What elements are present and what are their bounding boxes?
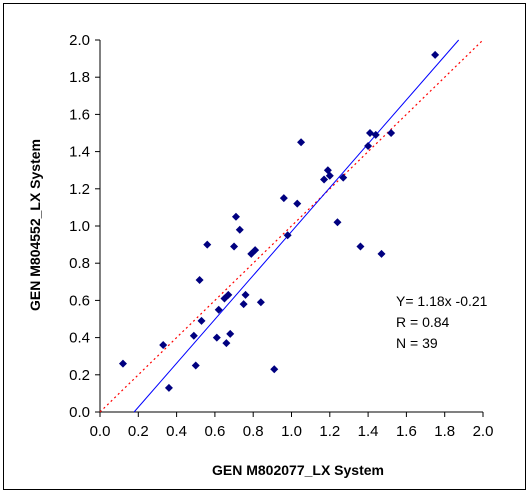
regression-line bbox=[133, 39, 460, 413]
data-point bbox=[256, 298, 265, 307]
y-tick-label: 1.2 bbox=[69, 181, 90, 198]
sample-count: N = 39 bbox=[396, 335, 438, 351]
y-tick-label: 0.2 bbox=[69, 367, 90, 384]
data-point bbox=[189, 331, 198, 340]
correlation-r: R = 0.84 bbox=[396, 314, 450, 330]
x-axis-ticks: 0.0 0.2 0.4 0.6 0.8 1.0 1.2 1.4 1.6 1.8 2.0 bbox=[90, 412, 494, 440]
regression-equation: Y= 1.18x -0.21 bbox=[396, 293, 488, 309]
data-point bbox=[387, 129, 396, 137]
y-tick-label: 1.8 bbox=[69, 69, 90, 86]
x-tick-label: 1.6 bbox=[396, 423, 417, 440]
identity-line bbox=[99, 39, 484, 413]
x-tick-label: 1.2 bbox=[319, 423, 340, 440]
y-tick-label: 0.4 bbox=[69, 330, 90, 347]
y-tick-label: 1.0 bbox=[69, 218, 90, 235]
data-point bbox=[297, 138, 306, 147]
y-tick-label: 1.4 bbox=[69, 144, 90, 161]
data-point bbox=[222, 339, 231, 348]
x-tick-label: 1.8 bbox=[434, 423, 455, 440]
data-point bbox=[224, 290, 233, 299]
data-point bbox=[230, 242, 239, 251]
chart-frame bbox=[3, 3, 526, 490]
x-tick-label: 0.4 bbox=[166, 423, 187, 440]
y-tick-label: 2.0 bbox=[69, 32, 90, 49]
data-point bbox=[283, 231, 292, 240]
data-point bbox=[270, 365, 279, 374]
data-points bbox=[118, 50, 440, 392]
data-point bbox=[371, 130, 380, 139]
data-point bbox=[241, 290, 250, 299]
data-point bbox=[356, 242, 365, 251]
y-axis-title: GEN M804552_LX System bbox=[27, 139, 43, 311]
data-point bbox=[212, 333, 221, 342]
data-point bbox=[320, 175, 329, 184]
data-point bbox=[195, 275, 204, 284]
x-tick-label: 1.0 bbox=[281, 423, 302, 440]
data-point bbox=[377, 249, 386, 258]
x-tick-label: 0.0 bbox=[90, 423, 111, 440]
data-point bbox=[364, 142, 373, 151]
x-axis-title: GEN M802077_LX System bbox=[212, 462, 384, 478]
data-point bbox=[231, 212, 240, 221]
data-point bbox=[339, 173, 348, 182]
data-point bbox=[431, 50, 440, 59]
data-point bbox=[159, 341, 168, 350]
data-point bbox=[333, 218, 342, 227]
data-point bbox=[226, 329, 235, 338]
y-tick-label: 1.6 bbox=[69, 106, 90, 123]
x-tick-label: 1.4 bbox=[358, 423, 379, 440]
data-point bbox=[325, 171, 334, 180]
data-point bbox=[239, 300, 248, 309]
data-point bbox=[197, 316, 206, 325]
y-tick-label: 0.8 bbox=[69, 255, 90, 272]
x-tick-label: 0.8 bbox=[243, 423, 264, 440]
data-point bbox=[203, 240, 212, 249]
data-point bbox=[164, 383, 173, 392]
data-point bbox=[191, 361, 200, 370]
data-point bbox=[251, 246, 260, 255]
x-tick-label: 0.2 bbox=[128, 423, 149, 440]
data-point bbox=[118, 359, 127, 368]
y-tick-label: 0.0 bbox=[69, 404, 90, 421]
data-point bbox=[279, 194, 288, 203]
data-point bbox=[235, 225, 244, 234]
x-tick-label: 2.0 bbox=[473, 423, 494, 440]
y-tick-label: 0.6 bbox=[69, 292, 90, 309]
y-axis-ticks: 0.0 0.2 0.4 0.6 0.8 1.0 1.2 1.4 1.6 1.8 2.0 bbox=[69, 32, 100, 421]
data-point bbox=[214, 305, 223, 314]
data-point bbox=[293, 199, 302, 208]
x-tick-label: 0.6 bbox=[204, 423, 225, 440]
